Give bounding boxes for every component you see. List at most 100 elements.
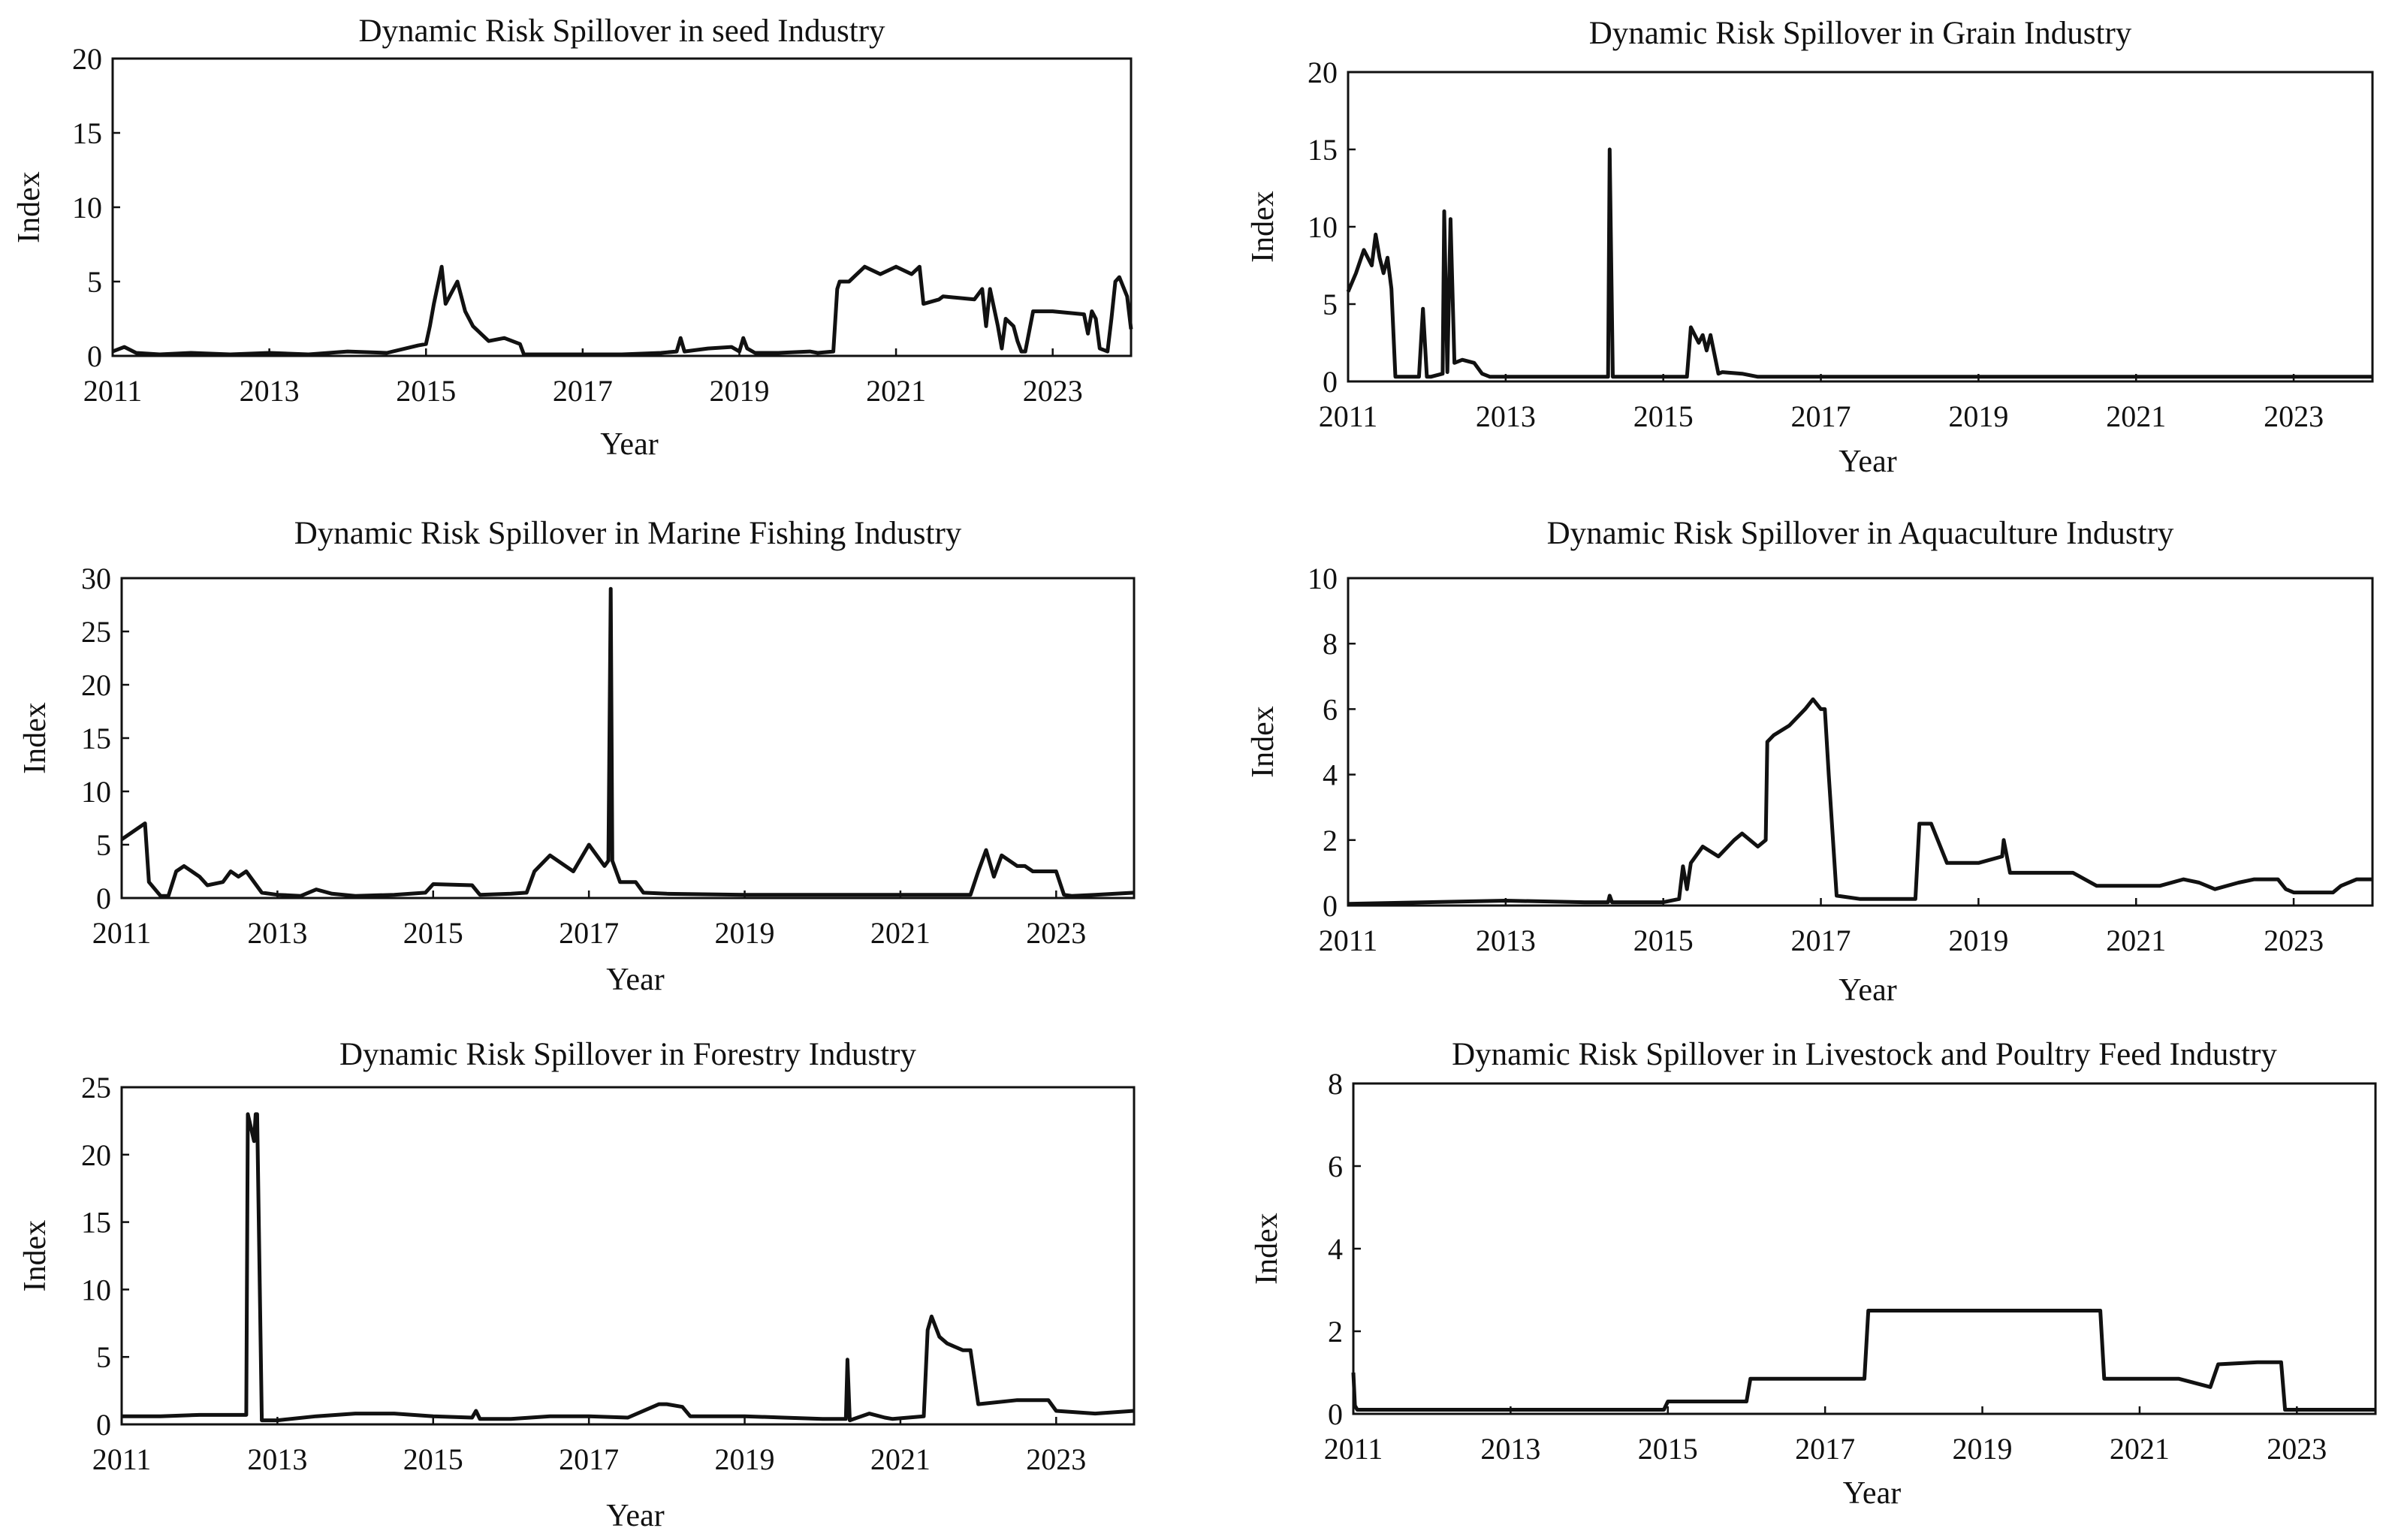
y-tick-label: 30	[81, 562, 111, 595]
x-tick-label: 2017	[1795, 1432, 1855, 1466]
x-tick-label: 2013	[247, 916, 307, 950]
x-tick-label: 2023	[1026, 1442, 1086, 1476]
chart-panel-5: Dynamic Risk Spillover in Forestry Indus…	[18, 1037, 1136, 1533]
chart-title: Dynamic Risk Spillover in Aquaculture In…	[1547, 516, 2174, 551]
y-tick-label: 8	[1328, 1067, 1343, 1101]
x-axis-label: Year	[1843, 1476, 1901, 1511]
x-tick-label: 2019	[715, 916, 775, 950]
chart-title: Dynamic Risk Spillover in Marine Fishing…	[294, 516, 962, 551]
y-tick-label: 10	[1308, 210, 1338, 244]
y-tick-label: 15	[72, 116, 102, 150]
x-tick-label: 2023	[1026, 916, 1086, 950]
y-tick-label: 8	[1323, 627, 1338, 661]
x-axis-label: Year	[1839, 445, 1896, 479]
y-axis-label: Index	[1246, 191, 1280, 263]
x-axis-label: Year	[1839, 973, 1896, 1008]
y-axis-label: Index	[1250, 1213, 1284, 1285]
series-line-seed	[112, 264, 1133, 357]
x-tick-label: 2011	[83, 374, 143, 408]
plot-frame	[1347, 577, 2374, 907]
x-tick-label: 2021	[2110, 1432, 2170, 1466]
y-tick-label: 0	[96, 882, 111, 915]
y-tick-label: 25	[81, 1071, 111, 1105]
x-tick-label: 2021	[870, 916, 931, 950]
y-tick-label: 4	[1328, 1232, 1343, 1266]
x-tick-label: 2015	[1633, 924, 1694, 957]
y-axis-label: Index	[12, 171, 47, 243]
series-line-aquaculture	[1347, 697, 2372, 906]
x-tick-label: 2023	[2267, 1432, 2327, 1466]
chart-title: Dynamic Risk Spillover in Forestry Indus…	[339, 1037, 916, 1072]
chart-panel-1: Dynamic Risk Spillover in seed Industry 0…	[12, 14, 1133, 462]
x-tick-label: 2013	[1476, 924, 1536, 957]
y-axis-label: Index	[18, 1220, 53, 1292]
x-tick-label: 2017	[559, 1442, 619, 1476]
x-tick-label: 2019	[1948, 924, 2008, 957]
y-tick-label: 25	[81, 615, 111, 649]
x-tick-label: 2013	[1480, 1432, 1540, 1466]
plot-frame	[120, 577, 1136, 900]
y-tick-label: 0	[1323, 889, 1338, 923]
y-tick-label: 6	[1323, 692, 1338, 726]
series-line-grain	[1346, 147, 2372, 379]
plot-frame	[111, 57, 1133, 357]
x-tick-label: 2017	[1791, 924, 1851, 957]
x-tick-label: 2017	[559, 916, 619, 950]
y-axis-label: Index	[1246, 706, 1280, 778]
x-tick-label: 2019	[709, 374, 769, 408]
y-tick-label: 4	[1323, 758, 1338, 792]
x-tick-label: 2019	[1953, 1432, 2013, 1466]
x-tick-label: 2015	[396, 374, 456, 408]
x-tick-label: 2021	[2106, 924, 2166, 957]
y-tick-label: 20	[72, 42, 102, 76]
y-tick-label: 10	[1308, 562, 1338, 595]
x-tick-label: 2023	[2264, 399, 2324, 433]
x-tick-label: 2015	[1638, 1432, 1698, 1466]
y-tick-label: 20	[81, 1138, 111, 1172]
x-tick-label: 2021	[866, 374, 926, 408]
y-tick-label: 15	[81, 1206, 111, 1240]
y-tick-label: 0	[1328, 1397, 1343, 1431]
y-tick-label: 0	[96, 1408, 111, 1442]
x-tick-label: 2019	[1948, 399, 2008, 433]
series-line-marine	[120, 586, 1135, 898]
plot-frame	[1347, 71, 2374, 383]
x-axis-label: Year	[600, 427, 658, 462]
y-tick-label: 15	[1308, 133, 1338, 167]
x-tick-label: 2011	[1319, 924, 1378, 957]
x-tick-label: 2021	[870, 1442, 931, 1476]
y-tick-label: 6	[1328, 1150, 1343, 1183]
y-tick-label: 0	[1323, 365, 1338, 399]
y-tick-label: 10	[72, 191, 102, 225]
x-tick-label: 2017	[553, 374, 613, 408]
y-tick-label: 5	[96, 828, 111, 862]
y-tick-label: 5	[96, 1340, 111, 1374]
series-line-forestry	[122, 1112, 1135, 1423]
x-tick-label: 2015	[403, 916, 463, 950]
y-tick-label: 5	[87, 265, 102, 299]
x-tick-label: 2011	[1319, 399, 1378, 433]
chart-title: Dynamic Risk Spillover in Livestock and …	[1452, 1037, 2277, 1072]
y-tick-label: 2	[1323, 824, 1338, 857]
y-tick-label: 20	[1308, 56, 1338, 89]
chart-panel-3: Dynamic Risk Spillover in Marine Fishing…	[18, 516, 1136, 997]
x-tick-label: 2011	[92, 1442, 152, 1476]
series-line-livestock	[1351, 1309, 2375, 1412]
y-tick-label: 10	[81, 775, 111, 809]
y-tick-label: 0	[87, 339, 102, 373]
y-tick-label: 5	[1323, 288, 1338, 321]
chart-title: Dynamic Risk Spillover in Grain Industry	[1589, 16, 2132, 51]
x-tick-label: 2011	[1324, 1432, 1383, 1466]
x-tick-label: 2011	[92, 916, 152, 950]
x-axis-label: Year	[606, 963, 664, 997]
chart-title: Dynamic Risk Spillover in seed Industry	[358, 14, 885, 49]
y-tick-label: 10	[81, 1273, 111, 1306]
plot-frame	[120, 1086, 1136, 1426]
x-tick-label: 2021	[2106, 399, 2166, 433]
x-tick-label: 2013	[240, 374, 300, 408]
x-tick-label: 2017	[1791, 399, 1851, 433]
x-axis-label: Year	[606, 1499, 664, 1533]
y-tick-label: 2	[1328, 1315, 1343, 1349]
x-tick-label: 2013	[1476, 399, 1536, 433]
